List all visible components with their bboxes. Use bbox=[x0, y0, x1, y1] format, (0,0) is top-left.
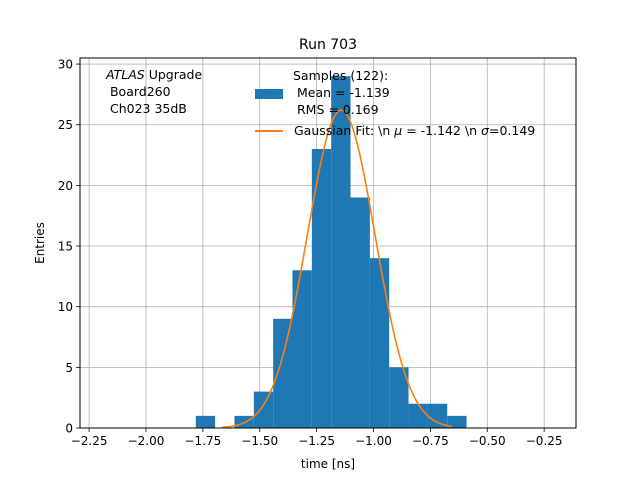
y-tick-label: 5 bbox=[65, 361, 73, 375]
x-tick-label: −1.25 bbox=[298, 434, 335, 448]
legend-fit-label: Gaussian Fit: \n μ = -1.142 \n σ=0.149 bbox=[294, 123, 535, 138]
histogram-bar bbox=[350, 197, 370, 428]
legend-fit-part-2: = -1.142 \n bbox=[402, 123, 481, 138]
histogram-bar bbox=[389, 367, 409, 428]
histogram-bar bbox=[369, 258, 390, 428]
histogram-bar bbox=[311, 148, 332, 428]
y-tick-label: 20 bbox=[58, 179, 73, 193]
atlas-annotation: ATLAS Upgrade Board260 Ch023 35dB bbox=[105, 67, 202, 116]
y-tick-label: 25 bbox=[58, 118, 73, 132]
histogram-bar bbox=[273, 318, 293, 428]
x-tick-label: −0.75 bbox=[412, 434, 449, 448]
histogram-bar bbox=[427, 403, 448, 428]
annotation-upgrade-text: Upgrade bbox=[145, 67, 203, 82]
annotation-line-1: ATLAS Upgrade bbox=[105, 67, 202, 82]
legend-fit-sigma: σ bbox=[481, 123, 490, 138]
gaussian-fit-curve bbox=[222, 109, 453, 429]
histogram-bar bbox=[408, 403, 428, 428]
x-tick-label: −1.00 bbox=[355, 434, 392, 448]
histogram-bar bbox=[292, 270, 312, 428]
legend: Samples (122): Mean = -1.139 RMS = 0.169… bbox=[255, 68, 535, 138]
x-axis-label: time [ns] bbox=[301, 457, 355, 471]
y-tick-label: 15 bbox=[58, 240, 73, 254]
y-tick-label: 30 bbox=[58, 58, 73, 72]
histogram-bar bbox=[195, 415, 216, 428]
y-tick-label: 10 bbox=[58, 300, 73, 314]
histogram-bars bbox=[195, 76, 467, 429]
histogram-bar bbox=[253, 391, 274, 428]
legend-fit-part-1: Gaussian Fit: \n bbox=[294, 123, 394, 138]
y-tick-label: 0 bbox=[65, 422, 73, 436]
x-axis-ticks: −2.25 −2.00 −1.75 −1.50 −1.25 −1.00 −0.75 −0.50… bbox=[71, 428, 563, 448]
chart-title: Run 703 bbox=[299, 37, 357, 53]
gaussian-fit bbox=[222, 109, 453, 429]
x-tick-label: −0.25 bbox=[526, 434, 563, 448]
x-tick-label: −2.25 bbox=[71, 434, 108, 448]
x-tick-label: −1.75 bbox=[184, 434, 221, 448]
y-axis-label: Entries bbox=[33, 222, 47, 264]
x-tick-label: −1.50 bbox=[241, 434, 278, 448]
x-tick-label: −0.50 bbox=[469, 434, 506, 448]
legend-fit-part-3: =0.149 bbox=[489, 123, 535, 138]
histogram-bar bbox=[447, 415, 467, 428]
legend-samples-line-1: Samples (122): bbox=[293, 68, 388, 83]
y-axis-ticks: 0 5 10 15 20 25 30 bbox=[58, 58, 80, 436]
legend-samples-line-3: RMS = 0.169 bbox=[293, 102, 379, 117]
legend-swatch-samples bbox=[255, 89, 283, 99]
annotation-atlas-text: ATLAS bbox=[105, 67, 145, 82]
annotation-line-3: Ch023 35dB bbox=[106, 101, 187, 116]
legend-fit-mu: μ bbox=[393, 123, 402, 138]
x-tick-label: −2.00 bbox=[128, 434, 165, 448]
plot-frame bbox=[79, 57, 577, 429]
legend-samples-line-2: Mean = -1.139 bbox=[293, 85, 390, 100]
histogram-bar bbox=[331, 76, 351, 429]
annotation-line-2: Board260 bbox=[106, 84, 171, 99]
